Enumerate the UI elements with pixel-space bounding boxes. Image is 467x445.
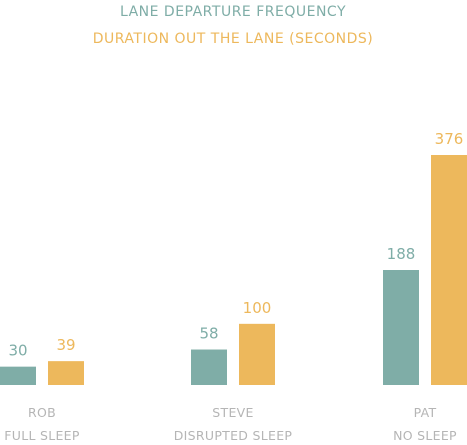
- title-line-2: DURATION OUT THE LANE (SECONDS): [93, 31, 374, 47]
- category-label-0-line-1: ROB: [28, 405, 56, 420]
- category-label-1-line-1: STEVE: [212, 405, 253, 420]
- data-label-frequency-2: 188: [387, 245, 416, 263]
- plot-area: 30 39 ROB FULL SLEEP 58 100 STEVE DISRUPTED SLE…: [0, 130, 467, 443]
- data-label-duration-2: 376: [435, 130, 464, 148]
- bar-frequency-2: [383, 270, 419, 385]
- bar-frequency-1: [191, 349, 227, 385]
- title-line-1: LANE DEPARTURE FREQUENCY: [120, 4, 346, 20]
- category-label-0-line-2: FULL SLEEP: [4, 428, 80, 443]
- bar-duration-0: [48, 361, 84, 385]
- bar-frequency-0: [0, 366, 36, 385]
- bar-duration-1: [239, 323, 275, 385]
- data-label-duration-0: 39: [56, 336, 75, 354]
- bar-duration-2: [431, 155, 467, 385]
- category-label-1-line-2: DISRUPTED SLEEP: [174, 428, 293, 443]
- category-label-2-line-2: NO SLEEP: [393, 428, 457, 443]
- data-label-duration-1: 100: [243, 299, 272, 317]
- data-label-frequency-0: 30: [8, 342, 27, 360]
- category-label-2-line-1: PAT: [414, 405, 437, 420]
- data-label-frequency-1: 58: [199, 325, 218, 343]
